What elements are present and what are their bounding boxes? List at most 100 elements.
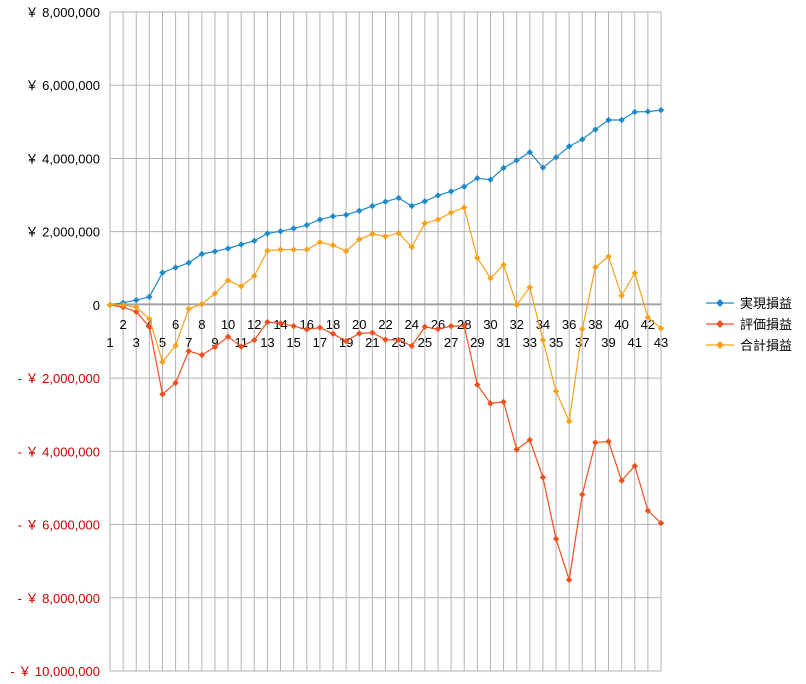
data-point	[119, 301, 127, 309]
data-point	[618, 477, 625, 484]
data-point	[251, 272, 258, 280]
data-point	[592, 439, 599, 446]
data-point	[631, 462, 638, 470]
data-point	[657, 325, 665, 332]
x-tick-label: 35	[549, 335, 563, 350]
data-point	[395, 194, 402, 202]
data-point	[474, 254, 481, 262]
data-point	[579, 136, 586, 143]
data-point	[618, 116, 625, 124]
legend-marker	[716, 320, 724, 328]
x-tick-label: 39	[601, 335, 615, 350]
legend-marker	[716, 299, 724, 307]
data-point	[513, 446, 520, 453]
data-point	[329, 242, 337, 249]
x-tick-label: 1	[106, 335, 113, 350]
data-point	[500, 398, 507, 406]
data-point	[356, 236, 363, 243]
data-point	[251, 336, 258, 344]
x-tick-label: 34	[536, 317, 550, 332]
x-tick-label: 29	[470, 335, 484, 350]
data-point	[644, 108, 652, 115]
y-tick-label: ￥ 6,000,000	[26, 78, 100, 93]
data-point	[474, 175, 481, 182]
data-point	[539, 336, 547, 344]
data-point	[579, 325, 586, 333]
data-point	[474, 381, 481, 388]
data-point	[461, 183, 468, 190]
x-tick-label: 43	[654, 335, 668, 350]
data-point	[277, 228, 284, 235]
data-point	[106, 301, 114, 309]
data-point	[461, 204, 468, 211]
legend-marker	[716, 341, 724, 349]
data-point	[526, 284, 534, 291]
data-point	[434, 192, 442, 199]
data-point	[434, 325, 442, 333]
series-lines	[106, 106, 665, 584]
data-point	[172, 264, 179, 271]
data-point	[552, 535, 560, 543]
data-point	[264, 318, 271, 326]
data-point	[303, 326, 310, 333]
data-point	[224, 245, 232, 252]
data-point	[487, 400, 494, 407]
x-tick-label: 12	[247, 317, 261, 332]
data-point	[421, 198, 429, 205]
y-tick-label: ￥ 8,000,000	[26, 5, 100, 20]
data-point	[513, 157, 520, 164]
data-point	[133, 296, 140, 304]
data-point	[644, 507, 652, 514]
data-point	[356, 330, 363, 337]
grid-lines	[109, 11, 662, 672]
data-point	[408, 342, 415, 350]
data-point	[657, 519, 665, 527]
data-point	[185, 347, 192, 355]
data-point	[211, 343, 219, 351]
x-tick-label: 8	[198, 317, 205, 332]
x-tick-label: 37	[575, 335, 589, 350]
data-point	[264, 247, 271, 254]
data-point	[133, 308, 140, 316]
data-point	[185, 305, 192, 313]
data-point	[237, 283, 245, 290]
x-tick-label: 41	[628, 335, 642, 350]
data-point	[159, 391, 166, 398]
data-point	[605, 253, 612, 260]
x-tick-label: 15	[286, 335, 300, 350]
y-tick-label: ￥ 4,000,000	[26, 151, 100, 166]
data-point	[316, 324, 324, 331]
data-point	[198, 351, 206, 359]
data-point	[290, 322, 297, 330]
data-point	[172, 379, 179, 387]
x-tick-label: 21	[365, 335, 379, 350]
data-point	[146, 315, 153, 323]
data-point	[408, 243, 415, 251]
data-point	[526, 149, 534, 156]
data-point	[224, 277, 232, 284]
data-point	[500, 164, 507, 172]
x-tick-label: 36	[562, 317, 576, 332]
data-point	[342, 337, 350, 345]
data-point	[251, 237, 258, 245]
data-point	[539, 164, 547, 171]
x-tick-label: 40	[614, 317, 628, 332]
data-point	[146, 323, 153, 331]
y-axis: ￥ 8,000,000 ￥ 6,000,000 ￥ 4,000,000 ￥ 2,000…	[10, 5, 100, 679]
data-point	[657, 106, 665, 114]
data-point	[159, 358, 166, 366]
data-point	[185, 259, 192, 266]
x-tick-label: 9	[211, 335, 218, 350]
x-tick-label: 31	[496, 335, 510, 350]
data-point	[277, 246, 284, 253]
data-point	[316, 239, 324, 246]
y-tick-label: ￥ 2,000,000	[26, 225, 100, 240]
data-point	[159, 269, 166, 276]
data-point	[395, 229, 402, 237]
data-point	[565, 576, 573, 584]
legend-label: 評価損益	[740, 317, 792, 332]
data-point	[290, 246, 297, 253]
x-tick-label: 17	[313, 335, 327, 350]
